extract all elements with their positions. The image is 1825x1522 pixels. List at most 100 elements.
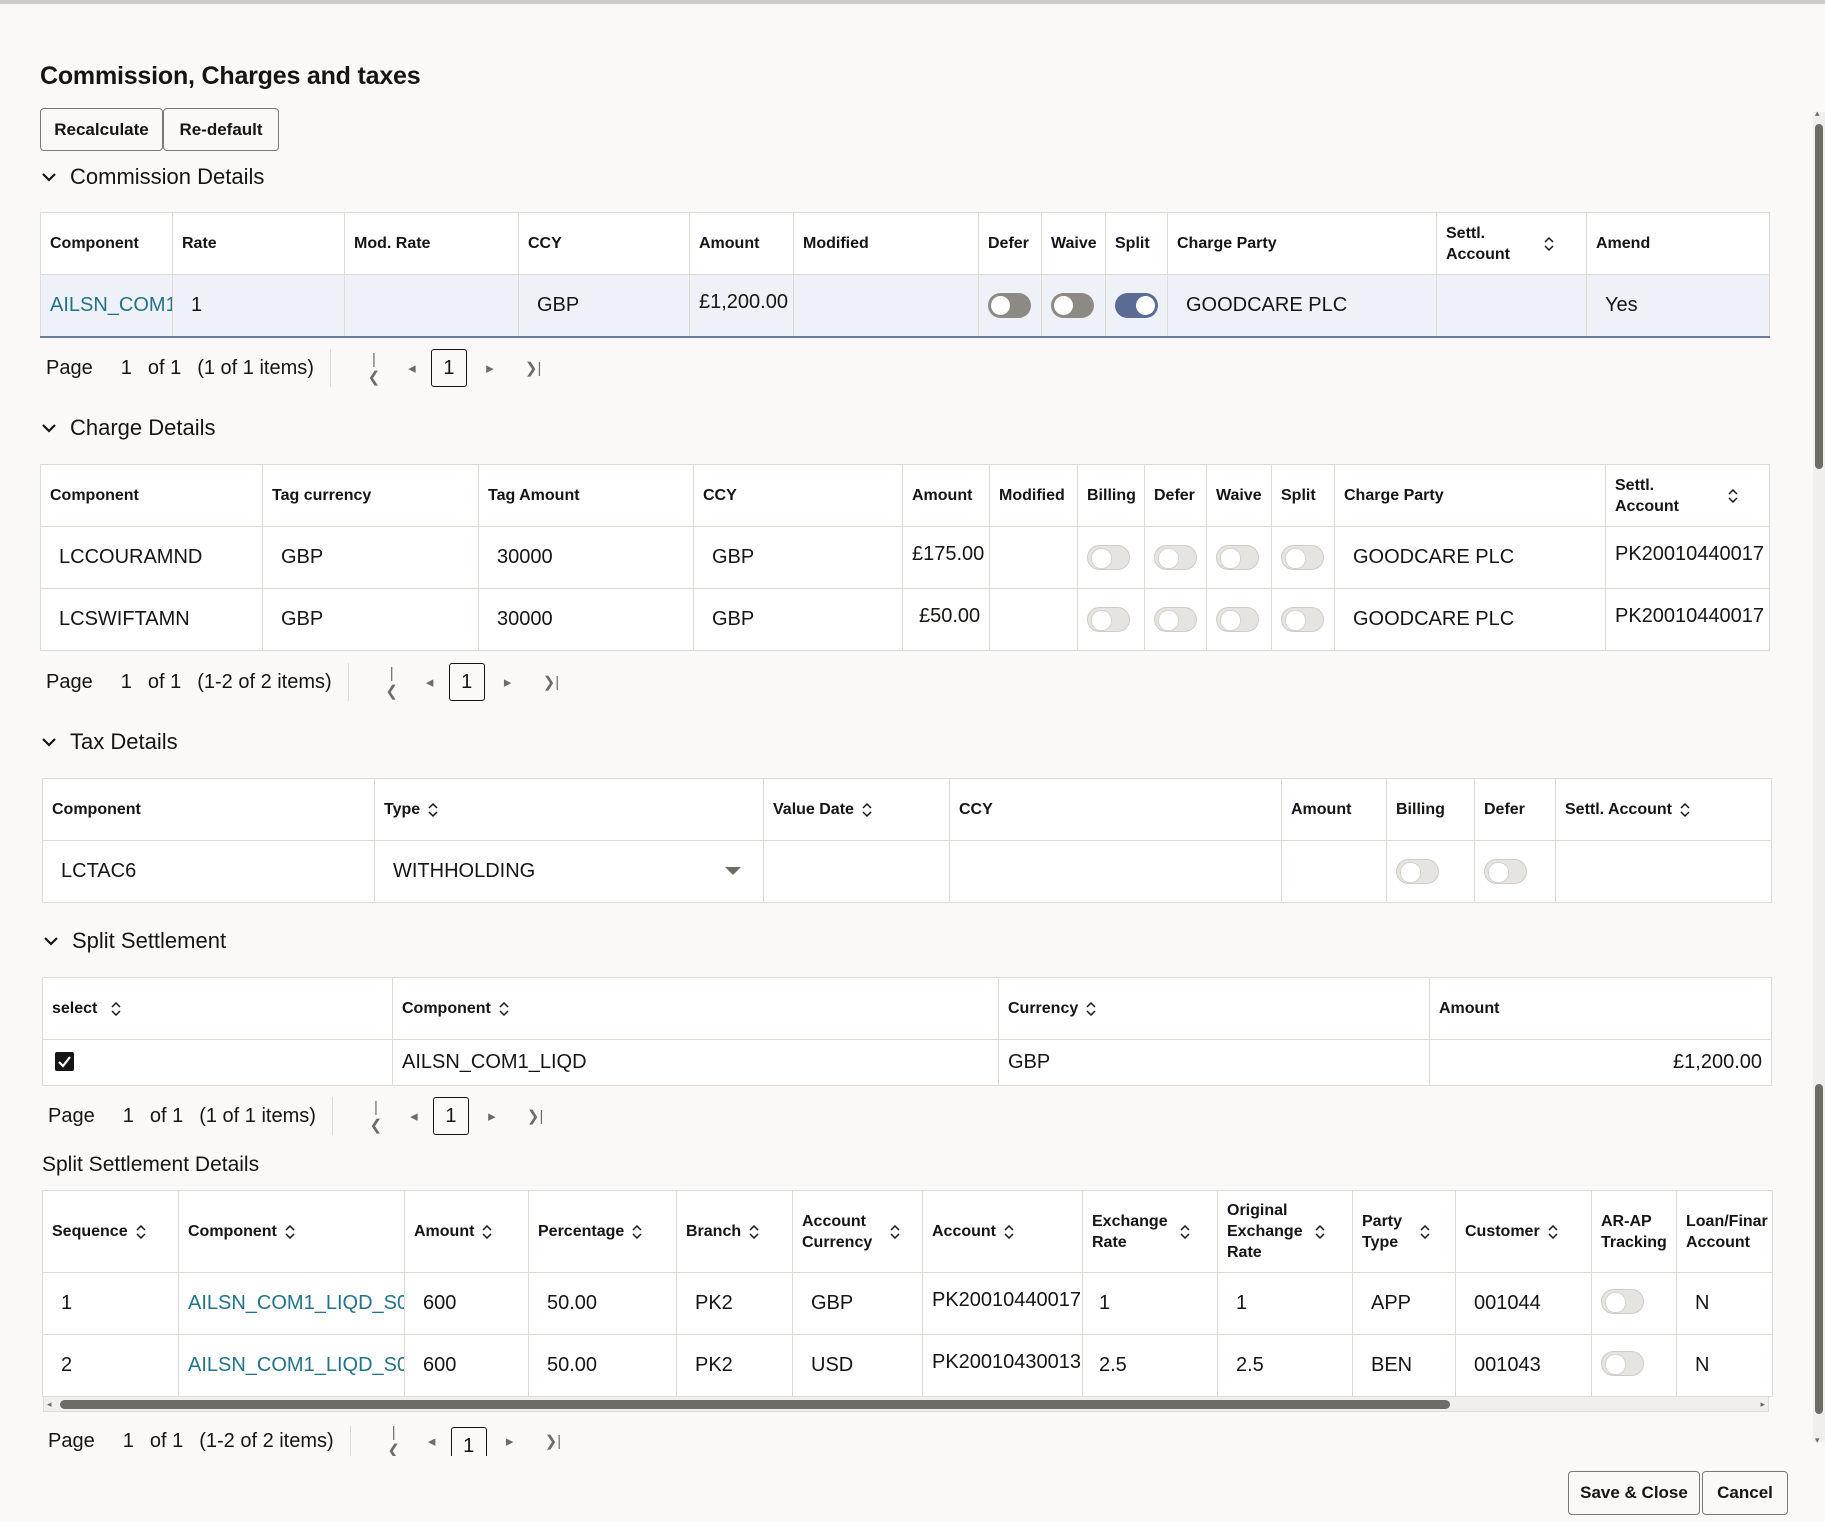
col-modified[interactable]: Modified <box>989 464 1078 527</box>
settl-account-cell[interactable]: PK20010440017 <box>1605 588 1770 651</box>
cancel-button[interactable]: Cancel <box>1702 1471 1788 1515</box>
scroll-down-icon[interactable]: ▾ <box>1815 1435 1820 1445</box>
ar-ap-tracking-toggle[interactable] <box>1601 1289 1644 1314</box>
split-section-header[interactable]: Split Settlement <box>42 928 226 954</box>
account-currency-cell[interactable]: GBP <box>792 1272 923 1335</box>
col-ar-ap-tracking[interactable]: AR-AP Tracking <box>1591 1190 1677 1273</box>
col-amend[interactable]: Amend <box>1586 212 1770 275</box>
account-cell[interactable]: PK20010440017 <box>922 1272 1083 1335</box>
col-billing[interactable]: Billing <box>1077 464 1145 527</box>
account-cell[interactable]: PK20010430013 <box>922 1334 1083 1397</box>
next-page-icon[interactable]: ▸ <box>503 674 512 691</box>
first-page-icon[interactable]: |❮ <box>369 1098 383 1134</box>
col-amount[interactable]: Amount <box>1429 977 1772 1040</box>
redefault-button[interactable]: Re-default <box>163 108 279 151</box>
commission-section-header[interactable]: Commission Details <box>40 164 264 190</box>
rate-cell[interactable]: 1 <box>172 274 345 338</box>
col-party-type[interactable]: Party Type <box>1352 1190 1456 1273</box>
last-page-icon[interactable]: ❯| <box>544 1433 562 1450</box>
tax-section-header[interactable]: Tax Details <box>40 729 178 755</box>
table-row[interactable]: 1 AILSN_COM1_LIQD_S01 600 50.00 PK2 GBP … <box>42 1272 1773 1335</box>
table-row[interactable]: LCTAC6 WITHHOLDING <box>42 840 1772 903</box>
first-page-icon[interactable]: |❮ <box>387 1426 400 1456</box>
sort-icon[interactable] <box>482 1224 492 1240</box>
vertical-scrollbar[interactable]: ▴ ▾ <box>1813 108 1825 1445</box>
exchange-rate-cell[interactable]: 2.5 <box>1082 1334 1218 1397</box>
table-row[interactable]: AILSN_COM1 1 GBP £1,200.00 GOODCARE PLC … <box>40 274 1770 338</box>
col-amount[interactable]: Amount <box>689 212 794 275</box>
current-page-button[interactable]: 1 <box>448 663 485 701</box>
defer-toggle[interactable] <box>988 292 1031 318</box>
prev-page-icon[interactable]: ◂ <box>427 1433 436 1450</box>
table-row[interactable]: AILSN_COM1_LIQD GBP £1,200.00 <box>42 1039 1772 1086</box>
table-row[interactable]: 2 AILSN_COM1_LIQD_S02 600 50.00 PK2 USD … <box>42 1334 1773 1397</box>
billing-toggle[interactable] <box>1087 607 1130 632</box>
billing-toggle[interactable] <box>1396 859 1439 884</box>
col-component[interactable]: Component <box>40 212 173 275</box>
col-defer[interactable]: Defer <box>1144 464 1207 527</box>
component-link[interactable]: AILSN_COM1_LIQD_S02 <box>178 1334 405 1397</box>
col-ccy[interactable]: CCY <box>949 778 1282 841</box>
col-charge-party[interactable]: Charge Party <box>1334 464 1606 527</box>
waive-toggle[interactable] <box>1051 292 1094 318</box>
scroll-left-icon[interactable]: ◂ <box>47 1399 52 1409</box>
split-toggle[interactable] <box>1281 607 1324 632</box>
account-currency-cell[interactable]: USD <box>792 1334 923 1397</box>
sort-icon[interactable] <box>862 802 872 818</box>
col-value-date[interactable]: Value Date <box>763 778 950 841</box>
next-page-icon[interactable]: ▸ <box>488 1108 496 1125</box>
sort-icon[interactable] <box>1004 1224 1014 1240</box>
col-tag-currency[interactable]: Tag currency <box>262 464 479 527</box>
col-amount[interactable]: Amount <box>902 464 990 527</box>
page-number-input[interactable]: 1 <box>120 670 132 693</box>
col-mod-rate[interactable]: Mod. Rate <box>344 212 519 275</box>
first-page-icon[interactable]: |❮ <box>367 350 381 386</box>
branch-cell[interactable]: PK2 <box>676 1334 793 1397</box>
sort-icon[interactable] <box>111 1001 121 1017</box>
current-page-button[interactable]: 1 <box>432 1097 469 1135</box>
col-account-currency[interactable]: Account Currency <box>792 1190 923 1273</box>
col-split[interactable]: Split <box>1105 212 1168 275</box>
row-select-checkbox[interactable] <box>55 1052 74 1072</box>
defer-toggle[interactable] <box>1484 859 1527 884</box>
sort-icon[interactable] <box>1086 1001 1096 1017</box>
sort-icon[interactable] <box>632 1224 642 1240</box>
amount-cell[interactable]: £50.00 <box>902 588 990 651</box>
col-rate[interactable]: Rate <box>172 212 345 275</box>
scroll-right-icon[interactable]: ▸ <box>1760 1399 1765 1409</box>
billing-toggle[interactable] <box>1087 545 1130 570</box>
waive-toggle[interactable] <box>1216 607 1259 632</box>
first-page-icon[interactable]: |❮ <box>385 664 398 700</box>
ar-ap-tracking-toggle[interactable] <box>1601 1351 1644 1376</box>
col-waive[interactable]: Waive <box>1206 464 1272 527</box>
sort-icon[interactable] <box>1548 1224 1558 1240</box>
commission-component-link[interactable]: AILSN_COM1 <box>40 274 173 338</box>
save-close-button[interactable]: Save & Close <box>1568 1471 1700 1515</box>
sort-icon[interactable] <box>1680 802 1690 818</box>
col-account[interactable]: Account <box>922 1190 1083 1273</box>
settl-account-cell[interactable]: PK20010440017 <box>1605 526 1770 589</box>
col-defer[interactable]: Defer <box>978 212 1042 275</box>
mod-rate-cell[interactable] <box>344 274 519 338</box>
col-modified[interactable]: Modified <box>793 212 979 275</box>
col-settl-account[interactable]: Settl. Account <box>1605 464 1770 527</box>
scroll-up-icon[interactable]: ▴ <box>1815 108 1820 118</box>
col-type[interactable]: Type <box>374 778 764 841</box>
col-original-exchange-rate[interactable]: Original Exchange Rate <box>1217 1190 1353 1273</box>
amount-cell[interactable]: 600 <box>404 1272 529 1335</box>
col-currency[interactable]: Currency <box>998 977 1430 1040</box>
col-waive[interactable]: Waive <box>1041 212 1106 275</box>
col-charge-party[interactable]: Charge Party <box>1167 212 1437 275</box>
defer-toggle[interactable] <box>1154 545 1197 570</box>
defer-toggle[interactable] <box>1154 607 1197 632</box>
page-number-input[interactable]: 1 <box>120 356 132 379</box>
col-branch[interactable]: Branch <box>676 1190 793 1273</box>
sort-icon[interactable] <box>1728 488 1738 504</box>
col-billing[interactable]: Billing <box>1386 778 1475 841</box>
horizontal-scroll-thumb[interactable] <box>60 1400 1450 1409</box>
sort-icon[interactable] <box>1180 1224 1190 1240</box>
waive-toggle[interactable] <box>1216 545 1259 570</box>
col-component[interactable]: Component <box>392 977 999 1040</box>
col-settl-account[interactable]: Settl. Account <box>1436 212 1587 275</box>
amount-cell[interactable]: 600 <box>404 1334 529 1397</box>
